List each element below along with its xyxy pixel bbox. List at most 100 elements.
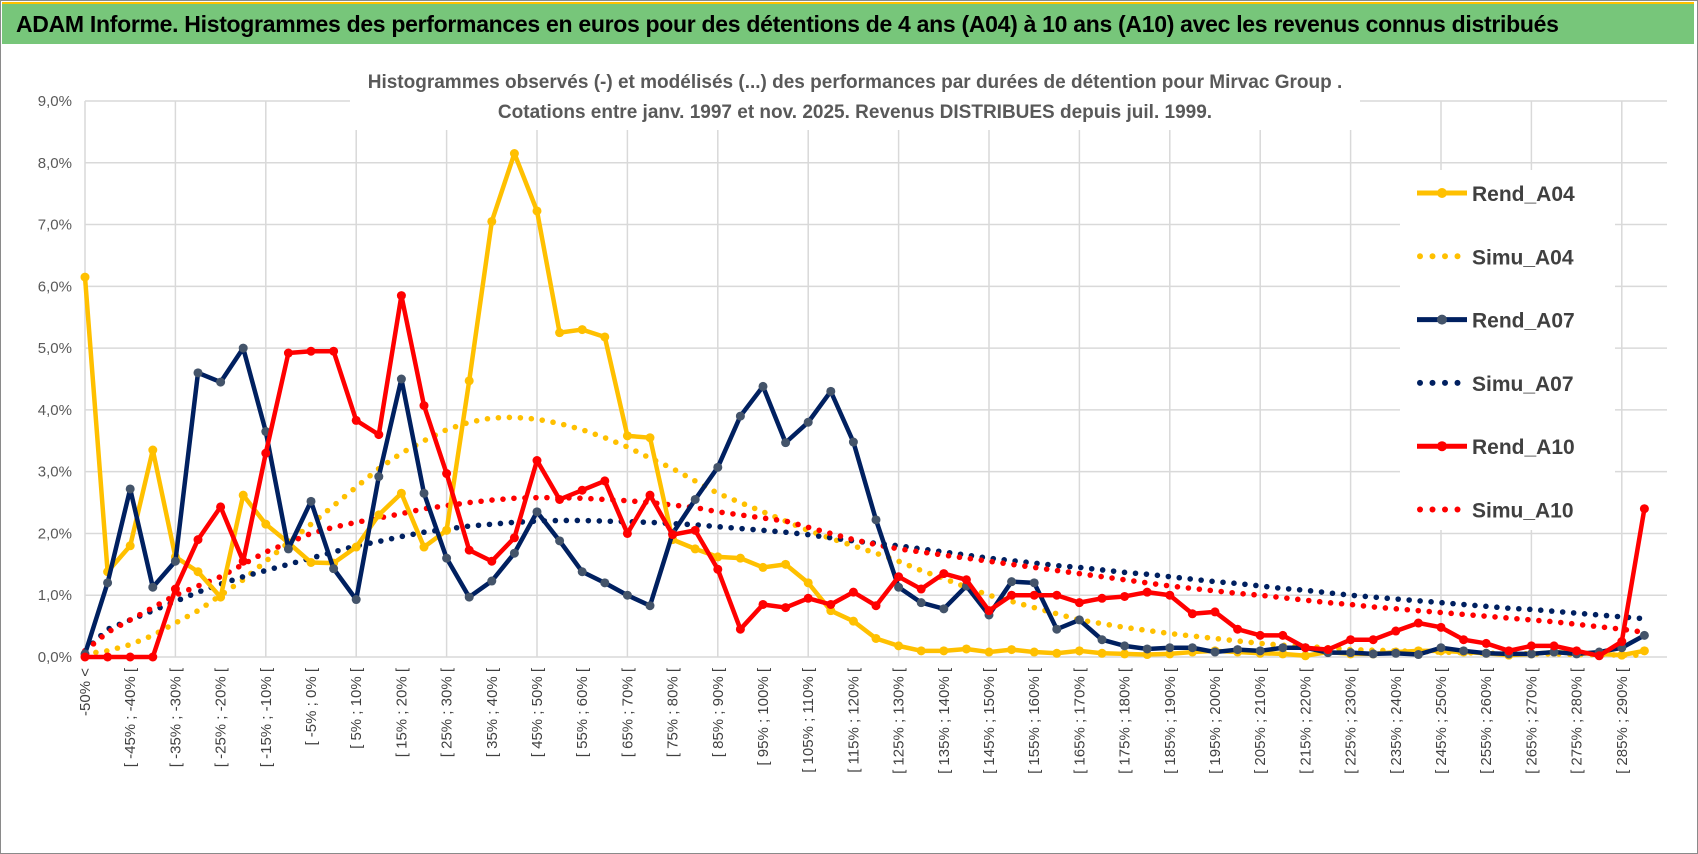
simulation-dot bbox=[1182, 632, 1189, 639]
simulation-dot bbox=[1045, 561, 1051, 568]
data-point bbox=[894, 582, 904, 592]
simulation-dot bbox=[1284, 595, 1290, 601]
legend-label: Rend_A04 bbox=[1472, 183, 1575, 206]
simulation-dot bbox=[848, 536, 854, 542]
simulation-dot bbox=[230, 583, 237, 590]
data-point bbox=[1165, 649, 1175, 659]
simulation-dot bbox=[1088, 565, 1095, 572]
x-tick-label: [ 165% ; 170% [ bbox=[1071, 667, 1088, 774]
data-point bbox=[848, 616, 858, 626]
simulation-dot bbox=[632, 498, 638, 505]
data-point bbox=[713, 564, 723, 574]
data-point bbox=[1368, 649, 1378, 659]
data-point bbox=[668, 530, 678, 540]
data-point bbox=[148, 582, 158, 592]
simulation-dot bbox=[1262, 592, 1268, 599]
simulation-dot bbox=[108, 627, 114, 634]
data-point bbox=[600, 578, 610, 588]
data-point bbox=[1097, 648, 1107, 658]
simulation-dot bbox=[794, 530, 800, 537]
simulation-dot bbox=[250, 571, 256, 577]
simulation-dot bbox=[1548, 608, 1555, 614]
simulation-dot bbox=[174, 618, 181, 625]
simulation-dot bbox=[378, 538, 384, 544]
simulation-dot bbox=[560, 421, 567, 428]
y-tick-label: 3,0% bbox=[38, 464, 72, 481]
simulation-dot bbox=[486, 521, 493, 528]
data-point bbox=[532, 206, 542, 216]
simulation-dot bbox=[1098, 573, 1104, 580]
simulation-dot bbox=[255, 553, 261, 560]
data-point bbox=[306, 557, 316, 567]
simulation-dot bbox=[1032, 564, 1039, 571]
x-tick-label: [ -25% ; -20% [ bbox=[213, 667, 230, 767]
data-point bbox=[1436, 622, 1446, 632]
data-point bbox=[1639, 504, 1649, 514]
simulation-dot bbox=[858, 538, 865, 545]
simulation-dot bbox=[967, 555, 974, 562]
simulation-dot bbox=[1634, 628, 1641, 635]
legend-dot bbox=[1454, 253, 1461, 260]
data-point bbox=[487, 556, 497, 566]
data-point bbox=[645, 601, 655, 611]
data-point bbox=[555, 536, 565, 546]
simulation-dot bbox=[1329, 590, 1336, 597]
simulation-dot bbox=[1076, 570, 1083, 577]
simulation-dot bbox=[956, 554, 963, 561]
data-point bbox=[125, 541, 135, 551]
simulation-dot bbox=[544, 494, 550, 501]
data-point bbox=[1165, 590, 1175, 600]
simulation-dot bbox=[1229, 589, 1235, 596]
simulation-dot bbox=[528, 415, 535, 422]
simulation-dot bbox=[99, 634, 105, 640]
simulation-dot bbox=[1503, 615, 1509, 621]
x-tick-label: [ 195% ; 200% [ bbox=[1207, 667, 1224, 774]
simulation-dot bbox=[117, 622, 124, 629]
x-tick-label: [ 215% ; 220% [ bbox=[1297, 667, 1314, 774]
simulation-dot bbox=[1171, 631, 1178, 637]
simulation-dot bbox=[640, 519, 647, 525]
simulation-dot bbox=[592, 431, 599, 438]
simulation-dot bbox=[751, 514, 758, 520]
data-point bbox=[1187, 609, 1197, 619]
data-point bbox=[1074, 598, 1084, 608]
simulation-dot bbox=[156, 601, 162, 607]
simulation-dot bbox=[896, 558, 902, 565]
legend-dot bbox=[1454, 379, 1461, 386]
simulation-dot bbox=[795, 521, 801, 528]
data-point bbox=[781, 603, 791, 613]
series-line bbox=[85, 293, 1647, 660]
data-point bbox=[80, 272, 90, 282]
simulation-dot bbox=[517, 414, 524, 421]
chart-title: Histogrammes observés (-) et modélisés (… bbox=[368, 72, 1343, 93]
data-point bbox=[1210, 607, 1220, 617]
simulation-dot bbox=[1226, 637, 1233, 643]
simulation-dot bbox=[1338, 600, 1345, 607]
simulation-dot bbox=[844, 540, 850, 547]
data-point bbox=[170, 556, 180, 566]
simulation-dot bbox=[127, 617, 134, 623]
data-point bbox=[464, 592, 474, 602]
data-point bbox=[1187, 643, 1197, 653]
simulation-dot bbox=[784, 518, 791, 525]
data-point bbox=[80, 652, 90, 662]
data-point bbox=[1594, 651, 1604, 661]
simulation-dot bbox=[137, 611, 143, 618]
data-point bbox=[419, 401, 429, 411]
simulation-dot bbox=[708, 507, 715, 514]
simulation-dot bbox=[412, 507, 419, 514]
data-point bbox=[1120, 641, 1130, 651]
data-point bbox=[961, 575, 971, 585]
legend-item-simu-a10: Simu_A10 bbox=[1417, 500, 1574, 523]
x-tick-label: [ 85% ; 90% [ bbox=[710, 667, 727, 757]
simulation-dot bbox=[337, 523, 344, 529]
simulation-dot bbox=[805, 524, 812, 531]
simulation-dot bbox=[854, 544, 861, 550]
legend-dot bbox=[1442, 379, 1448, 386]
simulation-dot bbox=[313, 553, 320, 560]
simulation-dot bbox=[1349, 601, 1356, 608]
data-point bbox=[622, 431, 632, 441]
simulation-dot bbox=[1248, 639, 1254, 646]
simulation-dot bbox=[1218, 588, 1225, 595]
simulation-dot bbox=[388, 535, 395, 542]
